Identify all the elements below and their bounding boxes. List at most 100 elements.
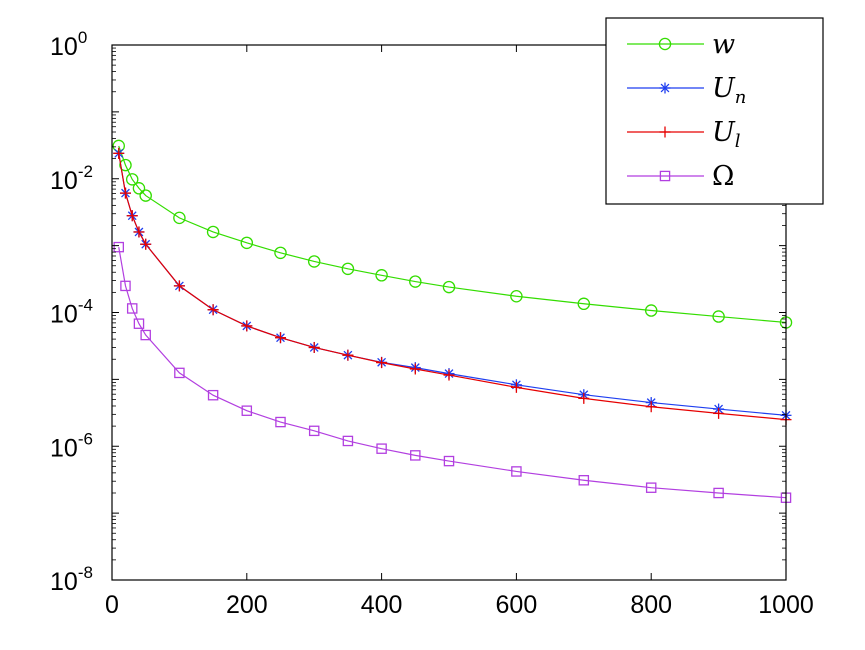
data-point <box>342 435 354 447</box>
data-point <box>409 275 422 288</box>
legend-label-main: Ω <box>712 161 734 192</box>
marker-square <box>126 303 138 314</box>
data-point <box>275 416 286 428</box>
series-U_l <box>113 147 792 426</box>
marker-ast-d2 <box>660 83 670 93</box>
y-tick-label: 10-8 <box>50 563 93 596</box>
marker-square <box>120 280 131 292</box>
data-point <box>307 255 321 268</box>
marker-square <box>578 475 590 486</box>
legend-item-w: w <box>627 29 735 60</box>
data-point <box>510 381 522 393</box>
y-tick-label: 10-6 <box>50 429 93 462</box>
data-point <box>409 363 421 375</box>
marker-circle <box>375 269 388 282</box>
marker-square <box>207 389 219 401</box>
data-point <box>119 187 131 199</box>
legend-box <box>605 17 824 205</box>
data-point <box>712 310 725 323</box>
legend-label-sub: l <box>735 131 741 152</box>
data-point <box>113 241 124 253</box>
y-tick-exponent: -6 <box>78 429 93 448</box>
marker-square <box>410 450 421 461</box>
data-point <box>139 189 152 202</box>
data-point <box>308 425 320 437</box>
series-Ω <box>113 241 792 503</box>
marker-circle <box>577 297 591 311</box>
data-point <box>713 487 724 499</box>
marker-square <box>174 367 185 379</box>
legend-label-sub: n <box>735 87 747 108</box>
data-point <box>241 405 253 416</box>
y-tick-base: 10 <box>50 33 78 61</box>
marker-square <box>511 466 522 477</box>
marker-circle <box>644 304 658 317</box>
y-tick-label: 100 <box>50 28 87 61</box>
marker-square <box>241 405 253 416</box>
data-point <box>376 357 388 369</box>
data-point <box>511 466 522 477</box>
marker-square <box>308 425 320 437</box>
data-point <box>206 225 220 239</box>
legend-label-main: U <box>712 117 736 148</box>
y-tick-base: 10 <box>50 434 78 462</box>
data-point <box>132 182 146 195</box>
data-point <box>443 369 455 381</box>
data-point <box>173 280 185 292</box>
data-point <box>174 367 185 379</box>
marker-square <box>659 170 671 182</box>
data-point <box>207 304 219 316</box>
marker-square <box>275 416 286 428</box>
data-point <box>645 482 657 493</box>
marker-square <box>443 455 455 467</box>
data-point <box>645 401 657 413</box>
marker-circle <box>206 225 220 239</box>
data-point <box>644 304 658 317</box>
marker-circle <box>658 37 672 51</box>
data-point <box>113 147 125 159</box>
y-tick-exponent: 0 <box>78 28 87 47</box>
data-point <box>442 280 456 294</box>
data-point <box>140 238 152 250</box>
marker-circle <box>139 189 152 202</box>
marker-square <box>113 241 124 253</box>
data-point <box>207 389 219 401</box>
marker-square <box>133 318 145 329</box>
data-point <box>274 246 287 260</box>
data-point <box>341 262 355 276</box>
marker-circle <box>510 289 523 303</box>
marker-circle <box>119 158 132 172</box>
legend-marker <box>659 126 671 138</box>
marker-circle <box>173 211 186 225</box>
y-tick-label: 10-2 <box>50 162 93 195</box>
data-point <box>342 349 354 361</box>
legend-label: Un <box>712 73 746 108</box>
legend-marker <box>658 37 672 51</box>
marker-circle <box>307 255 321 268</box>
data-point <box>120 280 131 292</box>
series-line <box>118 145 787 324</box>
marker-circle <box>409 275 422 288</box>
legend-item-Ω: Ω <box>627 161 734 192</box>
legend-label: Ul <box>712 117 741 152</box>
marker-circle <box>274 246 287 260</box>
legend-label-main: w <box>712 29 735 60</box>
legend-item-U_l: Ul <box>627 117 741 152</box>
data-point <box>125 173 139 186</box>
legend-label: Ω <box>712 161 734 192</box>
data-point <box>126 210 138 222</box>
data-point <box>173 211 186 225</box>
marker-square <box>713 487 724 499</box>
data-point <box>140 329 151 341</box>
data-point <box>240 236 254 250</box>
data-point <box>578 392 590 404</box>
x-tick-label: 400 <box>361 591 403 619</box>
legend-item-U_n: Un <box>627 73 746 108</box>
x-tick-label: 800 <box>630 591 672 619</box>
y-tick-exponent: -8 <box>78 563 93 582</box>
legend-marker <box>659 82 671 94</box>
x-tick-label: 0 <box>105 591 119 619</box>
data-point <box>308 341 320 353</box>
marker-circle <box>712 310 725 323</box>
